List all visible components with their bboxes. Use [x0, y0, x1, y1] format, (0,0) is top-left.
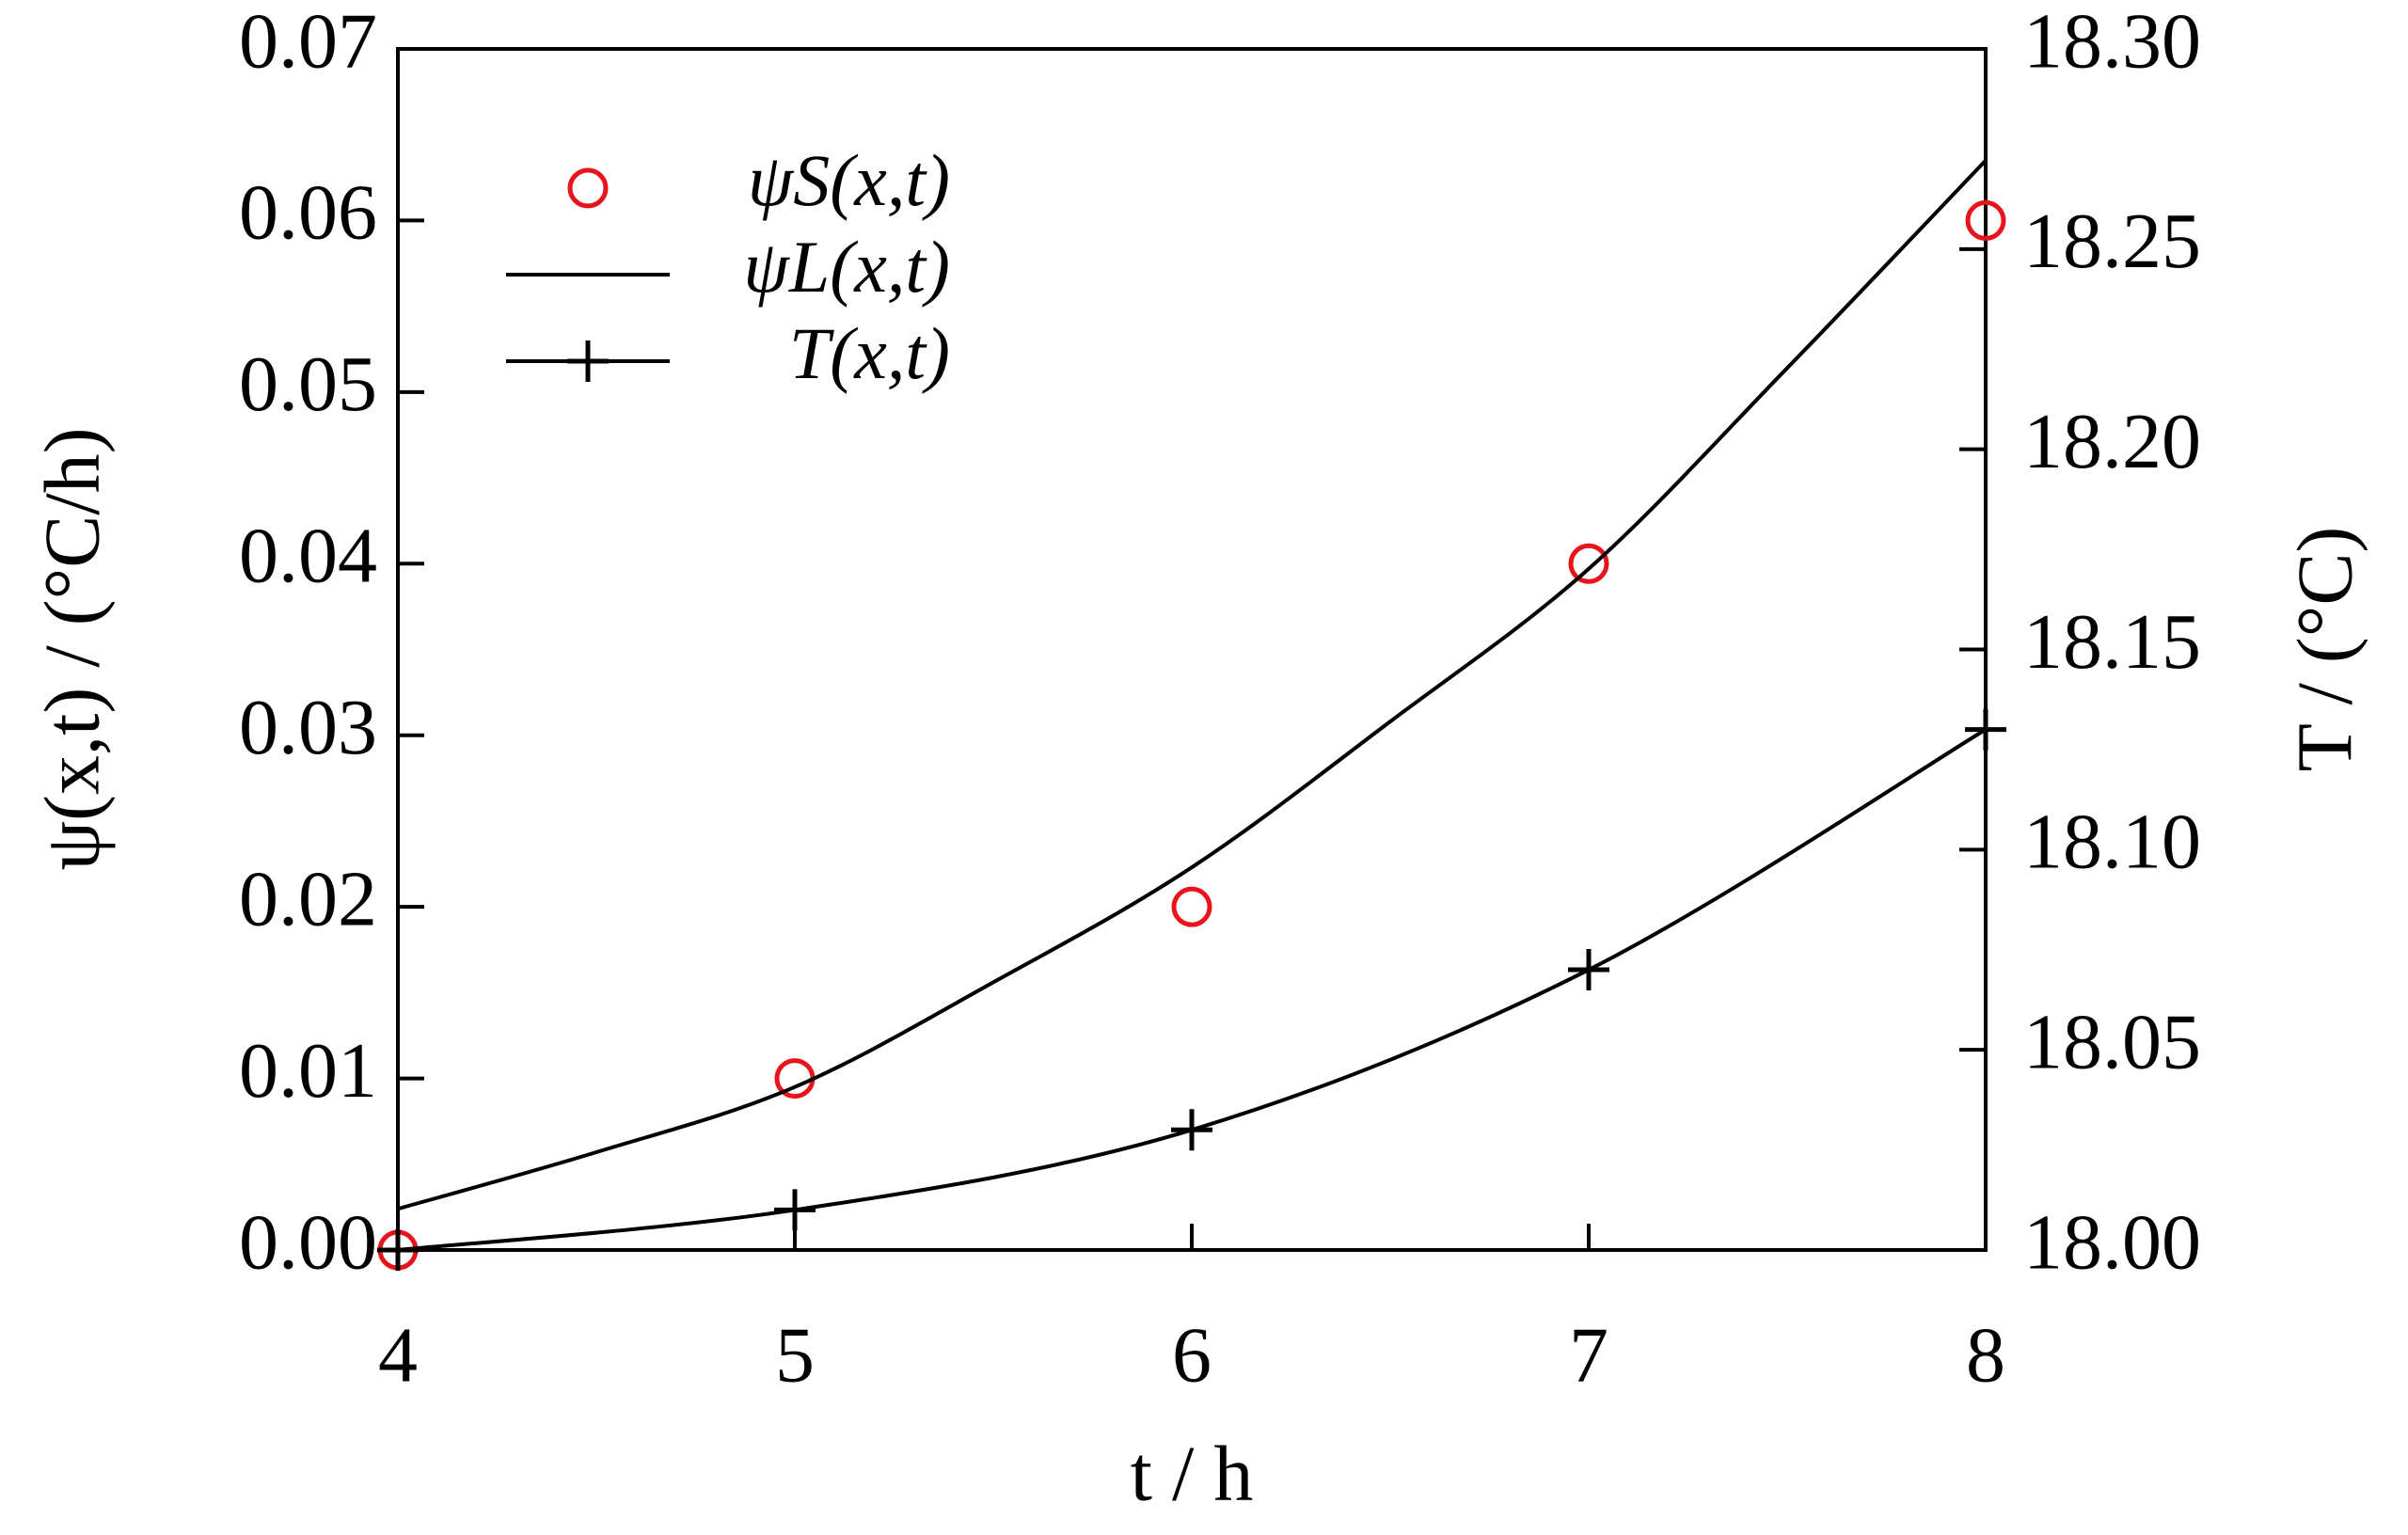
y2-tick-label: 18.00: [2023, 1198, 2201, 1286]
y2-tick-label: 18.30: [2023, 0, 2201, 85]
legend-label: T(x,t): [789, 312, 950, 394]
plot-frame: [396, 47, 1988, 1252]
plus-marker: [1171, 1109, 1212, 1151]
series-line: [397, 159, 1988, 1211]
y-tick-label: 0.07: [239, 0, 377, 85]
scatter-point: [1171, 886, 1212, 927]
plus-marker: [1568, 949, 1609, 991]
y2-axis-label: T / (°C): [2281, 527, 2368, 772]
legend-marker: [567, 340, 609, 382]
y2-tick-label: 18.25: [2023, 198, 2201, 285]
legend-marker: [567, 167, 609, 209]
x-tick-label: 4: [378, 1311, 418, 1399]
y2-tick-label: 18.20: [2023, 398, 2201, 485]
y-tick-label: 0.03: [239, 684, 377, 771]
plus-marker: [377, 1229, 419, 1271]
y-tick-label: 0.00: [239, 1198, 377, 1286]
plus-marker: [774, 1189, 816, 1231]
y2-tick-label: 18.15: [2023, 598, 2201, 686]
y-tick-label: 0.05: [239, 340, 377, 428]
series-line: [397, 727, 1988, 1252]
y-tick-label: 0.01: [239, 1027, 377, 1115]
x-tick-label: 6: [1172, 1311, 1212, 1399]
x-axis-label: t / h: [1131, 1430, 1254, 1517]
legend-label: ψS(x,t): [748, 139, 950, 221]
x-tick-label: 7: [1569, 1311, 1608, 1399]
y-tick-label: 0.02: [239, 855, 377, 942]
legend-label: ψL(x,t): [743, 226, 950, 308]
plus-marker: [1965, 708, 2006, 751]
x-tick-label: 5: [775, 1311, 815, 1399]
y2-tick-label: 18.05: [2023, 998, 2201, 1085]
scatter-point: [1568, 543, 1609, 584]
y2-tick-label: 18.10: [2023, 799, 2201, 886]
y-tick-label: 0.06: [239, 169, 377, 257]
x-tick-label: 8: [1966, 1311, 2005, 1399]
y-tick-label: 0.04: [239, 513, 377, 600]
y-axis-label: ψ(x,t) / (°C/h): [28, 427, 116, 870]
scatter-point: [1965, 199, 2006, 241]
